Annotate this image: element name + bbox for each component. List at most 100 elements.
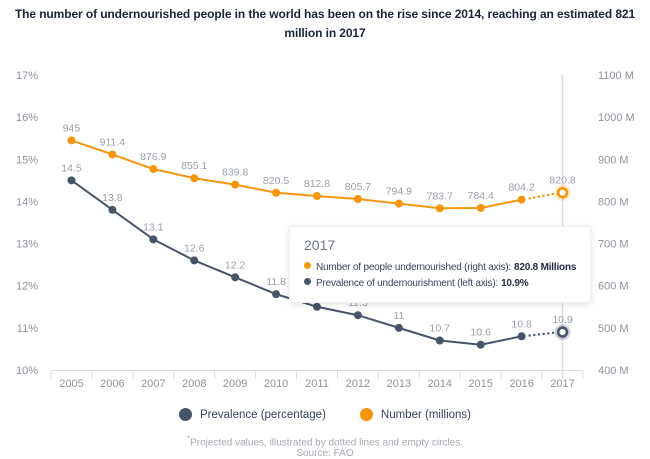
tooltip-number-value: 820.8 Millions [514, 262, 577, 273]
data-point[interactable] [108, 150, 117, 159]
legend-item-number[interactable]: Number (millions) [359, 408, 472, 421]
projected-data-point[interactable] [556, 326, 569, 338]
data-point[interactable] [517, 332, 526, 341]
data-point-label: 12.6 [184, 242, 205, 254]
tooltip-prevalence-label: Prevalence of undernourishment (left axi… [316, 278, 499, 289]
chart-title-line1: The number of undernourished people in t… [14, 7, 636, 21]
chart-tooltip: 2017 Number of people undernourished (ri… [289, 226, 592, 303]
data-point[interactable] [272, 290, 281, 299]
source-label: Source: FAO [296, 448, 354, 459]
projected-data-point[interactable] [556, 186, 569, 199]
data-point[interactable] [67, 176, 76, 185]
data-point[interactable] [313, 192, 321, 201]
data-point[interactable] [67, 136, 76, 145]
tooltip-row-number: Number of people undernourished (right a… [304, 260, 576, 276]
data-point[interactable] [353, 195, 362, 204]
projected-segment [528, 331, 555, 337]
data-point-label: 13.8 [102, 192, 123, 204]
tooltip-number-label: Number of people undernourished (right a… [316, 262, 511, 273]
data-point-label: 805.7 [345, 181, 371, 193]
chart-legend: Prevalence (percentage) Number (millions… [0, 408, 650, 421]
legend-item-prevalence[interactable]: Prevalence (percentage) [178, 408, 326, 421]
x-axis-label[interactable]: 2011 [305, 378, 329, 390]
data-point-label: 10.6 [470, 327, 491, 339]
data-point[interactable] [435, 204, 444, 213]
y-axis-label-right: 800 M [598, 196, 629, 208]
data-point-label: 10.7 [430, 323, 451, 335]
data-point-label: 14.5 [61, 162, 82, 174]
data-point[interactable] [231, 180, 240, 189]
data-point-label: 804.2 [508, 182, 534, 194]
x-axis-label[interactable]: 2008 [182, 378, 206, 390]
y-axis-label-right: 500 M [598, 323, 629, 335]
y-axis-label-right: 1000 M [598, 112, 635, 124]
data-point-label: 11 [393, 310, 404, 322]
prevalence-swatch-icon [178, 408, 192, 421]
footnote: *Projected values, illustrated by dotted… [0, 434, 650, 448]
data-point[interactable] [149, 165, 158, 174]
x-axis-label[interactable]: 2014 [428, 378, 452, 390]
data-point[interactable] [476, 204, 485, 213]
data-point-label: 945 [63, 122, 81, 134]
data-point-label: 11.8 [266, 276, 286, 288]
data-point[interactable] [313, 302, 321, 311]
y-axis-label-right: 900 M [598, 154, 629, 166]
x-axis-label[interactable]: 2017 [550, 378, 574, 390]
y-axis-label-left: 12% [16, 281, 38, 293]
data-point[interactable] [190, 256, 199, 265]
data-point[interactable] [108, 205, 117, 214]
data-point-label: 784.4 [468, 190, 494, 202]
y-axis-label-left: 10% [16, 365, 38, 377]
number-swatch-icon [359, 408, 373, 421]
x-axis-label[interactable]: 2016 [509, 378, 533, 390]
x-axis-label[interactable]: 2005 [59, 378, 83, 390]
footnote-asterisk: * [186, 434, 191, 443]
data-point[interactable] [476, 340, 485, 349]
data-point[interactable] [149, 235, 158, 244]
x-axis-label[interactable]: 2010 [264, 378, 288, 390]
data-point-label: 876.9 [140, 151, 166, 163]
x-axis-label[interactable]: 2012 [346, 378, 370, 390]
x-axis-label[interactable]: 2013 [387, 378, 411, 390]
footnote-text: Projected values, illustrated by dotted … [190, 437, 464, 449]
data-point-label: 10.8 [511, 318, 532, 330]
data-point-label: 794.9 [386, 186, 412, 198]
y-axis-label-right: 1100 M [598, 70, 634, 82]
data-point-label: 13.1 [143, 221, 164, 233]
data-point[interactable] [394, 323, 403, 332]
data-point[interactable] [231, 273, 240, 282]
data-point[interactable] [190, 174, 199, 183]
x-axis-label[interactable]: 2007 [141, 378, 165, 390]
number-series-bullet-icon [304, 262, 311, 269]
data-point-label: 911.4 [100, 136, 126, 148]
y-axis-label-left: 14% [16, 196, 38, 208]
data-point-label: 839.8 [222, 167, 248, 179]
chart-title-line2: million in 2017 [284, 26, 366, 40]
legend-label-number: Number (millions) [380, 408, 472, 421]
data-point[interactable] [272, 188, 281, 197]
data-point-label: 820.5 [263, 175, 289, 187]
data-point-label: 12.2 [225, 259, 246, 271]
x-axis-label[interactable]: 2006 [100, 378, 124, 390]
x-axis-label[interactable]: 2009 [223, 378, 247, 390]
data-point[interactable] [517, 195, 526, 204]
y-axis-label-left: 16% [16, 112, 38, 124]
data-point[interactable] [353, 311, 362, 320]
data-point-label: 855.1 [181, 160, 207, 172]
y-axis-label-left: 17% [16, 70, 38, 82]
data-point-label: 783.7 [427, 190, 453, 202]
legend-label-prevalence: Prevalence (percentage) [199, 408, 326, 421]
y-axis-label-right: 700 M [598, 239, 629, 251]
data-point[interactable] [394, 199, 403, 208]
x-axis-label[interactable]: 2015 [468, 378, 492, 390]
y-axis-label-right: 400 M [598, 365, 629, 377]
y-axis-label-right: 600 M [598, 281, 629, 293]
data-point-label: 820.8 [549, 175, 575, 187]
y-axis-label-left: 11% [17, 323, 38, 335]
chart-title: The number of undernourished people in t… [0, 5, 650, 43]
data-point[interactable] [435, 336, 444, 345]
data-point-label: 10.9 [552, 314, 573, 326]
data-point-label: 812.8 [304, 178, 330, 190]
tooltip-row-prevalence: Prevalence of undernourishment (left axi… [304, 276, 576, 292]
